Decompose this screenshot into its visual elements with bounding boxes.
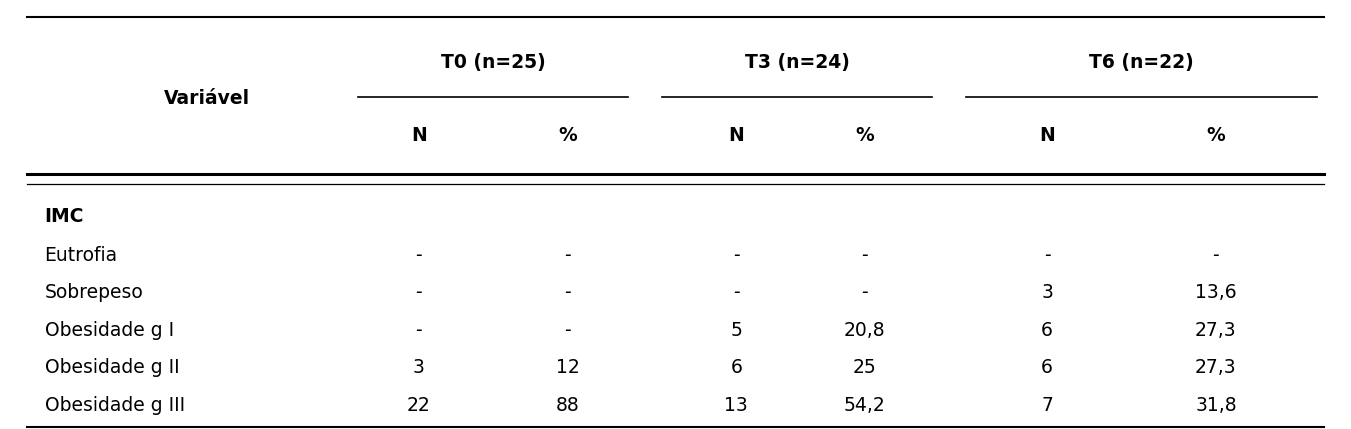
Text: Obesidade g III: Obesidade g III <box>45 396 185 415</box>
Text: -: - <box>416 246 422 265</box>
Text: 54,2: 54,2 <box>844 396 885 415</box>
Text: N: N <box>728 126 744 145</box>
Text: 6: 6 <box>1042 358 1052 377</box>
Text: 6: 6 <box>731 358 742 377</box>
Text: %: % <box>558 126 577 145</box>
Text: -: - <box>734 283 739 302</box>
Text: -: - <box>1044 246 1050 265</box>
Text: 13: 13 <box>724 396 748 415</box>
Text: 22: 22 <box>407 396 431 415</box>
Text: 20,8: 20,8 <box>844 321 885 340</box>
Text: -: - <box>565 283 570 302</box>
Text: Sobrepeso: Sobrepeso <box>45 283 143 302</box>
Text: 3: 3 <box>413 358 424 377</box>
Text: -: - <box>734 246 739 265</box>
Text: T0 (n=25): T0 (n=25) <box>440 53 546 72</box>
Text: -: - <box>416 321 422 340</box>
Text: 6: 6 <box>1042 321 1052 340</box>
Text: 7: 7 <box>1042 396 1052 415</box>
Text: 27,3: 27,3 <box>1196 321 1236 340</box>
Text: Variável: Variável <box>163 89 250 108</box>
Text: IMC: IMC <box>45 207 84 226</box>
Text: 5: 5 <box>731 321 742 340</box>
Text: Eutrofia: Eutrofia <box>45 246 118 265</box>
Text: 12: 12 <box>555 358 580 377</box>
Text: -: - <box>416 283 422 302</box>
Text: 88: 88 <box>555 396 580 415</box>
Text: 31,8: 31,8 <box>1196 396 1236 415</box>
Text: -: - <box>862 283 867 302</box>
Text: 3: 3 <box>1042 283 1052 302</box>
Text: -: - <box>565 246 570 265</box>
Text: Obesidade g II: Obesidade g II <box>45 358 180 377</box>
Text: T3 (n=24): T3 (n=24) <box>744 53 850 72</box>
Text: %: % <box>855 126 874 145</box>
Text: Obesidade g I: Obesidade g I <box>45 321 174 340</box>
Text: N: N <box>411 126 427 145</box>
Text: T6 (n=22): T6 (n=22) <box>1089 53 1194 72</box>
Text: -: - <box>862 246 867 265</box>
Text: -: - <box>1213 246 1219 265</box>
Text: N: N <box>1039 126 1055 145</box>
Text: -: - <box>565 321 570 340</box>
Text: 13,6: 13,6 <box>1196 283 1236 302</box>
Text: 27,3: 27,3 <box>1196 358 1236 377</box>
Text: 25: 25 <box>852 358 877 377</box>
Text: %: % <box>1206 126 1225 145</box>
